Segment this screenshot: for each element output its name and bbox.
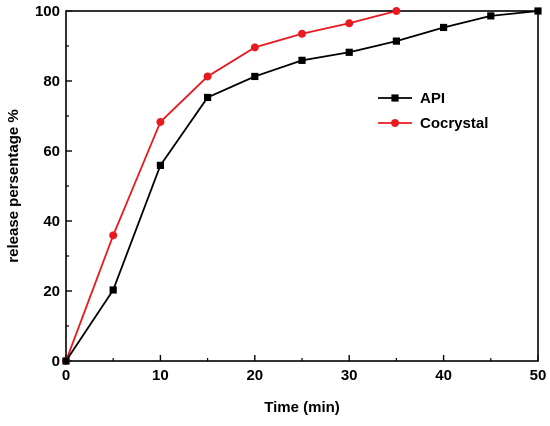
api-point: [251, 72, 259, 81]
cocrystal-point: [109, 231, 118, 240]
api-point: [534, 7, 542, 15]
x-axis-label: Time (min): [264, 399, 340, 416]
y-tick-label: 60: [43, 143, 60, 160]
api-point: [345, 48, 353, 56]
api-point: [156, 161, 164, 169]
api-point: [109, 286, 117, 294]
cocrystal-point: [298, 29, 306, 38]
series-layer: [62, 7, 542, 365]
y-tick-label: 40: [43, 213, 60, 230]
x-tick-label: 0: [62, 367, 70, 384]
x-tick-label: 50: [530, 367, 547, 384]
y-tick-label: 80: [43, 73, 60, 90]
api-point: [392, 37, 400, 45]
legend: API Cocrystal: [378, 90, 488, 132]
cocrystal-point: [250, 43, 259, 52]
x-tick-label: 40: [435, 367, 452, 384]
axes: 0 10 20 30 40 50 0 20 40 60 80 100: [35, 3, 546, 384]
cocrystal-point: [203, 72, 212, 81]
api-point: [62, 357, 70, 365]
legend-cocrystal-label: Cocrystal: [420, 115, 488, 132]
api-point: [298, 56, 306, 64]
api-point: [440, 23, 448, 32]
legend-api-label: API: [420, 90, 445, 107]
legend-cocrystal-marker: [391, 119, 399, 127]
y-tick-label: 100: [35, 3, 60, 20]
x-tick-label: 20: [246, 367, 263, 384]
api-point: [204, 93, 212, 102]
cocrystal-point: [392, 7, 401, 15]
x-tick-label: 10: [152, 367, 169, 384]
api-point: [487, 12, 495, 20]
y-tick-label: 20: [43, 283, 60, 300]
legend-api-marker: [391, 94, 399, 102]
x-tick-label: 30: [341, 367, 358, 384]
y-axis-label: release persentage %: [5, 109, 22, 262]
cocrystal-point: [156, 117, 165, 126]
y-tick-label: 0: [52, 353, 60, 370]
cocrystal-point: [345, 19, 354, 28]
cocrystal-line: [65, 10, 397, 362]
